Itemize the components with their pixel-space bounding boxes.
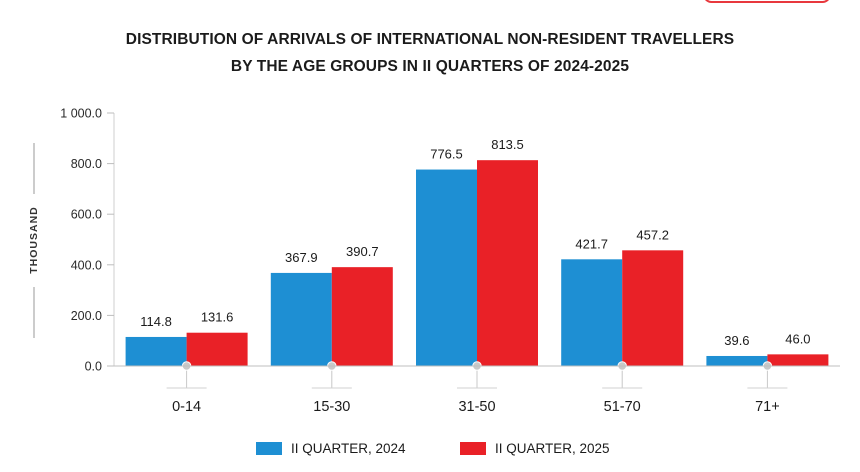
data-label: 131.6 <box>201 310 234 325</box>
y-tick-label: 200.0 <box>71 309 102 323</box>
bar <box>270 272 332 366</box>
legend-label-2025: II QUARTER, 2025 <box>495 441 610 456</box>
data-label: 390.7 <box>346 244 379 259</box>
chart-title-line-2: BY THE AGE GROUPS IN II QUARTERS OF 2024… <box>230 58 630 75</box>
legend: II QUARTER, 2024 II QUARTER, 2025 <box>0 441 860 463</box>
data-label: 39.6 <box>724 333 749 348</box>
bar <box>767 354 829 366</box>
data-label: 367.9 <box>285 250 318 265</box>
data-label: 421.7 <box>575 236 608 251</box>
legend-item-2025: II QUARTER, 2025 <box>460 441 610 456</box>
data-label: 114.8 <box>140 314 172 329</box>
y-tick-label: 800.0 <box>71 157 102 171</box>
x-tick-label: 15-30 <box>313 399 350 415</box>
y-tick-label: 1 000.0 <box>60 107 102 121</box>
legend-label-2024: II QUARTER, 2024 <box>291 441 406 456</box>
y-tick-label: 600.0 <box>71 208 102 222</box>
data-label: 776.5 <box>430 147 463 162</box>
bar-chart: 0.0 200.0 400.0 600.0 800.0 1 000.0 114.8 131.6… <box>33 107 840 415</box>
bar <box>125 336 187 366</box>
chart-title-line-1: DISTRIBUTION OF ARRIVALS OF INTERNATIONA… <box>125 31 735 48</box>
y-axis-title: THOUSAND <box>28 206 40 274</box>
x-tick-label: 51-70 <box>604 399 641 415</box>
bar <box>622 250 684 366</box>
x-tick-label: 31-50 <box>458 399 495 415</box>
bar <box>331 267 393 366</box>
legend-item-2024: II QUARTER, 2024 <box>256 441 406 456</box>
data-label: 813.5 <box>491 137 524 152</box>
data-label: 457.2 <box>636 227 669 242</box>
bar <box>706 355 768 366</box>
bar <box>561 259 623 366</box>
x-tick-label: 0-14 <box>172 399 201 415</box>
legend-swatch-2025 <box>460 442 486 455</box>
y-tick-label: 0.0 <box>85 360 102 374</box>
bar <box>186 332 248 366</box>
legend-swatch-2024 <box>256 442 282 455</box>
bar <box>477 160 538 366</box>
bar <box>416 169 477 366</box>
y-tick-label: 400.0 <box>71 258 102 272</box>
x-tick-label: 71+ <box>755 399 780 415</box>
data-label: 46.0 <box>785 331 810 346</box>
